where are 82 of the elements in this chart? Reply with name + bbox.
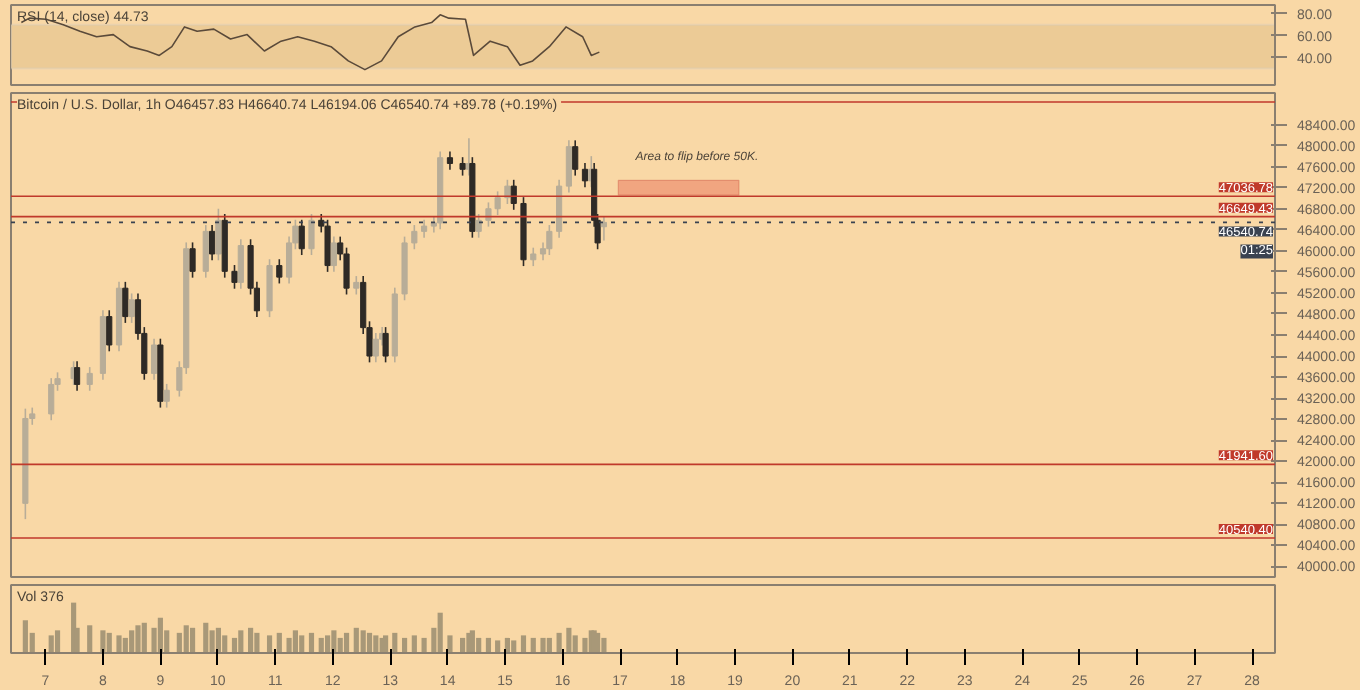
bar <box>248 627 254 653</box>
candlestick <box>298 218 305 256</box>
candlestick <box>530 246 537 267</box>
bar <box>299 635 305 653</box>
bar <box>292 630 298 653</box>
candlestick <box>446 150 454 171</box>
bar <box>286 637 292 653</box>
bar <box>437 612 443 653</box>
bar <box>337 637 343 653</box>
candlestick <box>215 207 222 262</box>
candlestick <box>276 258 283 285</box>
bar <box>54 630 61 653</box>
bar <box>87 625 93 653</box>
bar <box>116 635 122 653</box>
bar <box>485 637 492 653</box>
bar <box>572 635 578 653</box>
bar <box>360 630 366 653</box>
bar <box>203 622 209 653</box>
candlestick <box>73 360 81 392</box>
candlestick <box>308 213 315 256</box>
candlestick <box>209 224 216 262</box>
bar <box>392 632 398 653</box>
candlestick <box>48 377 55 422</box>
line-series <box>20 14 601 71</box>
bar <box>520 635 527 653</box>
bar <box>566 627 572 653</box>
bar <box>106 632 112 653</box>
bar <box>373 635 379 653</box>
bar <box>308 632 315 653</box>
bar <box>135 625 141 653</box>
bar <box>530 637 536 653</box>
bar <box>129 630 135 653</box>
bar <box>511 640 517 653</box>
bar <box>476 637 482 653</box>
bar <box>582 637 588 653</box>
bar <box>176 632 182 653</box>
bar <box>401 637 408 653</box>
candlestick <box>266 258 273 318</box>
bar <box>324 635 331 653</box>
bar <box>318 637 324 653</box>
candlestick <box>202 224 209 279</box>
bar <box>157 617 163 653</box>
bar <box>189 627 196 653</box>
candlestick <box>106 309 113 353</box>
candlestick <box>330 235 337 273</box>
bar <box>266 635 273 653</box>
bar <box>141 622 147 653</box>
bar <box>540 637 546 653</box>
bar <box>122 637 128 653</box>
candlestick <box>237 238 244 290</box>
bar <box>22 620 28 653</box>
bar <box>460 637 466 653</box>
bar <box>238 630 244 653</box>
candlestick <box>372 332 379 364</box>
bar <box>222 635 228 653</box>
bar <box>421 637 427 653</box>
bar <box>411 635 417 653</box>
bar <box>254 632 260 653</box>
bar <box>546 637 552 653</box>
candlestick <box>353 275 360 296</box>
bar <box>276 632 282 653</box>
bar <box>100 630 106 653</box>
candlestick <box>128 292 135 324</box>
bar <box>495 640 501 653</box>
bar <box>556 632 562 653</box>
candlestick <box>565 139 572 194</box>
bar <box>353 627 359 653</box>
candlestick <box>189 241 196 279</box>
bar <box>601 637 607 653</box>
bar <box>366 632 373 653</box>
bar <box>183 625 189 653</box>
candlestick <box>163 383 170 409</box>
bar <box>209 630 215 653</box>
candlestick <box>86 366 93 392</box>
bar <box>343 632 350 653</box>
bar <box>48 635 54 653</box>
bar <box>231 637 238 653</box>
candlestick <box>122 281 129 324</box>
bar <box>447 635 453 653</box>
candlestick <box>324 218 331 273</box>
candlestick <box>150 337 158 381</box>
candlestick <box>572 139 579 177</box>
